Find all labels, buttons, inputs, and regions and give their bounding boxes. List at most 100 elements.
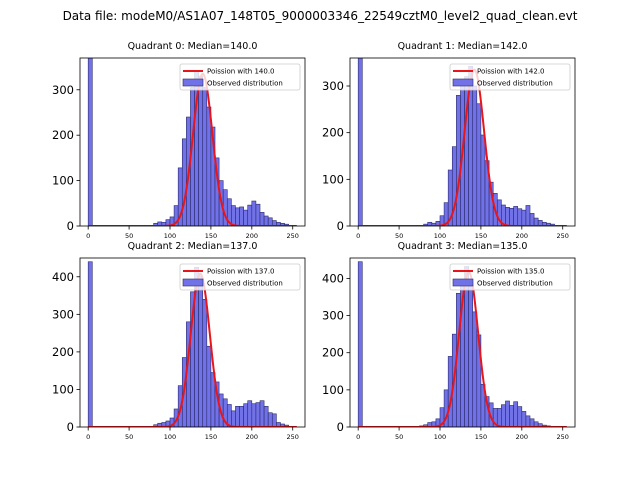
quadrant-0-panel: Quadrant 0: Median=140.0 0 100 200 300 0 50 100… [52, 41, 306, 240]
x-tick-label: 0 [86, 232, 90, 240]
y-tick-label: 200 [52, 345, 74, 359]
x-tick-label: 250 [557, 433, 569, 441]
legend-label-observed: Observed distribution [207, 280, 283, 288]
x-tick-label: 50 [395, 433, 403, 441]
legend-bar-swatch [452, 278, 474, 287]
x-tick-label: 200 [246, 433, 258, 441]
histogram-bar [259, 400, 265, 427]
histogram-bar [505, 207, 510, 226]
histogram-bar [202, 299, 208, 427]
x-tick-label: 50 [125, 433, 133, 441]
legend: Poission with 135.0 Observed distribution [449, 263, 571, 291]
histogram-bar [472, 311, 478, 427]
x-tick-label: 150 [475, 433, 487, 441]
legend-box [179, 263, 301, 291]
histogram-bar [202, 87, 208, 226]
x-tick-label: 0 [356, 232, 360, 240]
histogram-bar [198, 275, 204, 427]
histogram-bar [521, 411, 527, 427]
histogram-bar [509, 207, 514, 226]
histogram-bar [271, 413, 277, 427]
y-tick-label: 0 [337, 420, 344, 434]
y-tick-label: 300 [322, 79, 344, 93]
histogram-bar [517, 406, 523, 427]
histogram-bar [243, 403, 249, 427]
histogram-bar [259, 212, 265, 226]
x-tick-label: 150 [475, 232, 487, 240]
legend-label-observed: Observed distribution [477, 280, 553, 288]
legend-label-observed: Observed distribution [207, 80, 283, 88]
histogram-bar [235, 406, 240, 427]
histogram-bar [525, 415, 531, 427]
histogram-bar [247, 400, 253, 427]
histogram-bar [267, 217, 273, 226]
quadrant-1-panel: Quadrant 1: Median=142.0 0 100 200 300 0 50 100… [322, 41, 576, 240]
y-tick-label: 0 [67, 219, 74, 233]
histogram-bar [263, 215, 269, 226]
x-tick-label: 150 [205, 433, 217, 441]
quadrant-0-title: Quadrant 0: Median=140.0 [128, 41, 258, 52]
y-tick-label: 100 [52, 382, 74, 396]
y-tick-label: 400 [322, 271, 344, 285]
x-tick-label: 100 [434, 232, 446, 240]
y-tick-label: 300 [322, 309, 344, 323]
y-tick-label: 300 [52, 83, 74, 97]
y-tick-label: 100 [322, 383, 344, 397]
histogram-bar [206, 345, 212, 427]
histogram-bar [501, 404, 506, 427]
legend-label-poisson: Poission with 135.0 [477, 268, 545, 276]
histogram-bar [513, 401, 519, 427]
legend-box [179, 63, 301, 91]
y-tick-label: 200 [322, 346, 344, 360]
legend-label-poisson: Poission with 140.0 [207, 68, 275, 76]
x-tick-label: 200 [246, 232, 258, 240]
histogram-bar [513, 206, 519, 226]
legend: Poission with 140.0 Observed distribution [179, 63, 301, 91]
quadrant-1-title: Quadrant 1: Median=142.0 [398, 41, 528, 52]
poisson-curve [358, 68, 567, 226]
quadrant-2-panel: Quadrant 2: Median=137.0 0 100 200 300 400 0 50… [52, 241, 306, 441]
quadrant-3-title: Quadrant 3: Median=135.0 [398, 241, 528, 252]
y-tick-label: 200 [52, 128, 74, 142]
axes-frame [349, 57, 576, 227]
histogram-bar [255, 203, 261, 226]
histogram-bar [231, 205, 236, 226]
histogram-bar [357, 261, 363, 427]
figure-title: Data file: modeM0/AS1A07_148T05_90000033… [63, 9, 578, 23]
x-tick-label: 250 [287, 232, 299, 240]
histogram-bar [480, 134, 486, 226]
axes-frame [79, 257, 306, 428]
legend-label-poisson: Poission with 142.0 [477, 68, 545, 76]
y-tick-label: 0 [67, 420, 74, 434]
x-tick-label: 250 [557, 232, 569, 240]
x-tick-label: 100 [434, 433, 446, 441]
histogram-bar [181, 138, 187, 226]
histogram-bar [468, 285, 474, 427]
legend: Poission with 137.0 Observed distribution [179, 263, 301, 291]
y-tick-label: 300 [52, 307, 74, 321]
x-tick-label: 100 [164, 232, 176, 240]
histogram-bars [87, 58, 297, 226]
y-tick-label: 400 [52, 270, 74, 284]
histogram-bars [87, 261, 297, 427]
legend-label-poisson: Poission with 137.0 [207, 268, 275, 276]
histogram-bar [255, 402, 261, 427]
histogram-bar [263, 406, 269, 427]
histogram-bar [247, 204, 253, 226]
x-tick-label: 250 [287, 433, 299, 441]
quadrant-2-title: Quadrant 2: Median=137.0 [128, 241, 258, 252]
legend-box [449, 63, 571, 91]
axes-frame [79, 57, 306, 227]
x-tick-label: 50 [395, 232, 403, 240]
histogram-bar [456, 95, 461, 226]
x-tick-label: 50 [125, 232, 133, 240]
x-tick-label: 0 [86, 433, 90, 441]
y-tick-label: 200 [322, 126, 344, 140]
histogram-bar [529, 418, 535, 427]
poisson-curve [88, 272, 297, 427]
histogram-bar [198, 75, 204, 226]
histogram-bar [239, 206, 244, 226]
histogram-bar [521, 209, 527, 226]
y-tick-label: 100 [52, 174, 74, 188]
histogram-bar [525, 205, 531, 226]
